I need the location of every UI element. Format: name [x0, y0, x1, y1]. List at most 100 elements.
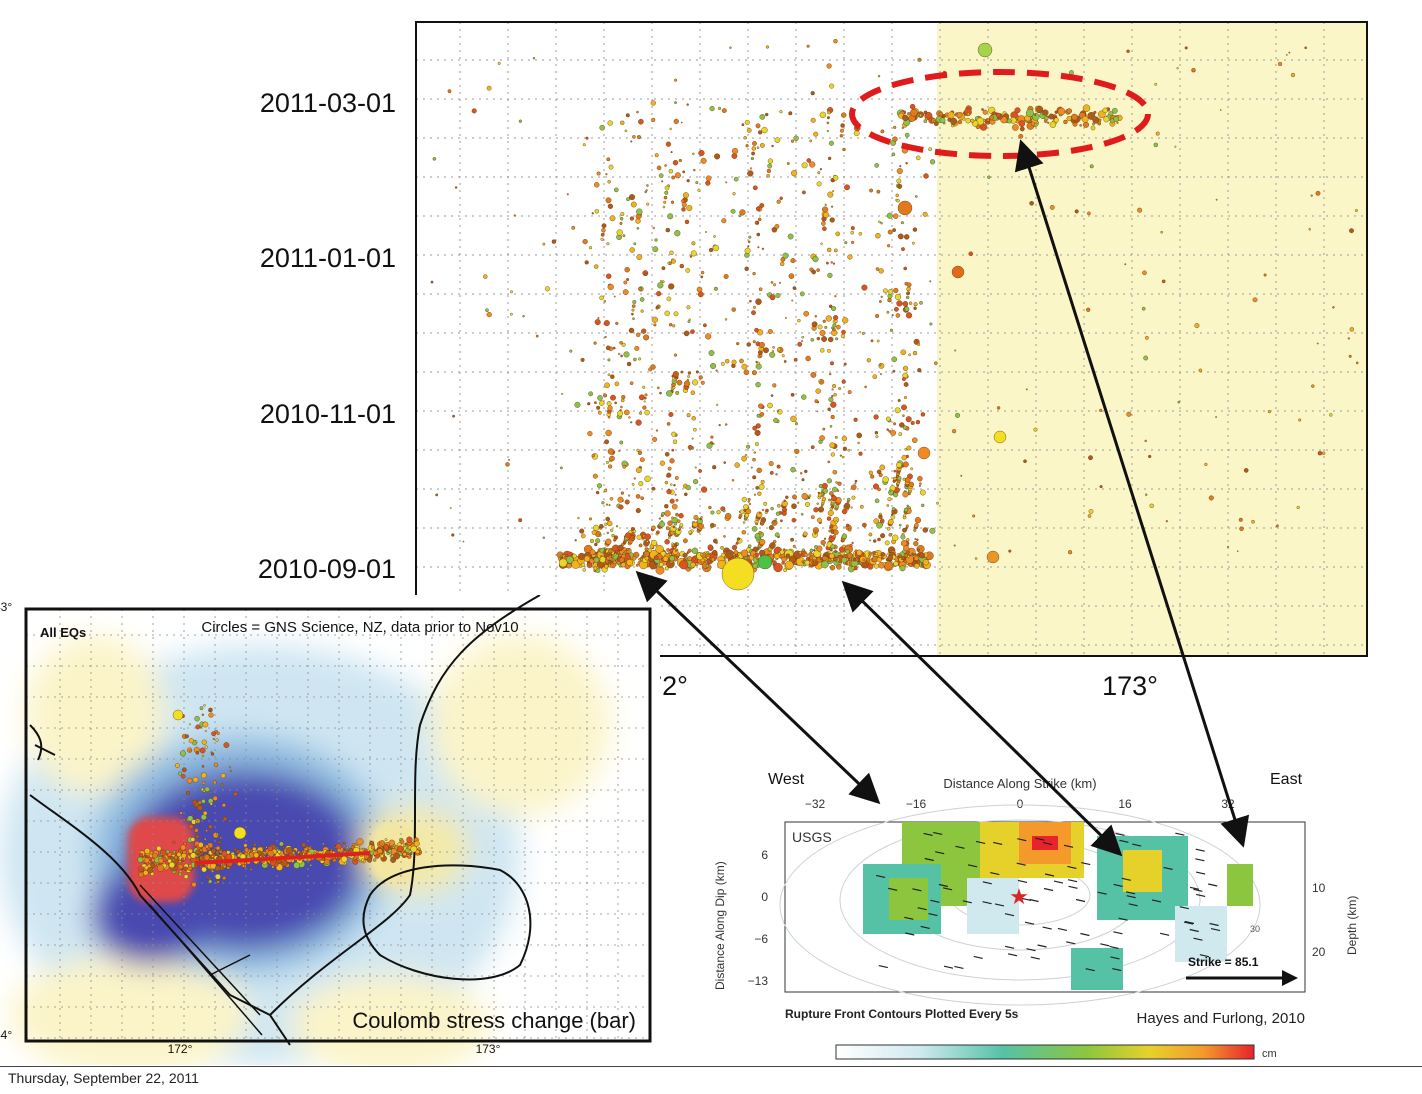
- earthquake-dot: [821, 497, 826, 502]
- earthquake-dot: [505, 462, 510, 467]
- slip-cell: [1019, 836, 1032, 850]
- earthquake-dot: [624, 532, 632, 539]
- earthquake-dot: [617, 496, 624, 503]
- earthquake-dot: [1252, 297, 1258, 303]
- earthquake-dot: [201, 754, 205, 758]
- earthquake-dot: [844, 184, 850, 191]
- earthquake-dot: [749, 167, 753, 170]
- earthquake-dot: [823, 544, 825, 547]
- earthquake-dot: [670, 200, 675, 204]
- earthquake-dot: [898, 432, 903, 436]
- earthquake-dot: [588, 391, 593, 397]
- earthquake-dot: [229, 769, 233, 773]
- hypocenter-star: ★: [1009, 884, 1029, 909]
- earthquake-dot: [396, 845, 404, 853]
- earthquake-dot: [413, 840, 420, 847]
- earthquake-dot: [621, 395, 626, 400]
- earthquake-dot: [605, 503, 608, 506]
- earthquake-dot: [909, 103, 916, 110]
- earthquake-dot: [566, 555, 574, 564]
- earthquake-dot: [636, 208, 643, 215]
- earthquake-dot: [636, 534, 642, 540]
- earthquake-dot: [733, 176, 739, 182]
- earthquake-dot: [731, 479, 735, 482]
- earthquake-dot: [626, 278, 630, 282]
- earthquake-dot: [353, 856, 358, 860]
- earthquake-dot: [828, 529, 832, 533]
- earthquake-dot: [688, 530, 692, 535]
- earthquake-dot: [1103, 116, 1110, 123]
- earthquake-dot: [879, 300, 882, 303]
- earthquake-dot: [730, 208, 736, 214]
- earthquake-dot: [723, 274, 729, 280]
- slip-vector: [1128, 903, 1138, 907]
- slip-cell: [1123, 864, 1136, 878]
- slip-cell: [1071, 850, 1084, 864]
- earthquake-dot: [712, 549, 718, 556]
- earthquake-dot: [686, 103, 689, 106]
- earthquake-dot: [601, 227, 606, 233]
- slip-cell: [1097, 962, 1110, 976]
- earthquake-dot: [611, 533, 615, 538]
- earthquake-dot: [914, 563, 920, 569]
- earthquake-dot: [797, 501, 800, 504]
- earthquake-dot: [636, 254, 643, 261]
- coulomb-title-left: All EQs: [40, 625, 86, 640]
- earthquake-dot: [667, 466, 672, 471]
- earthquake-dot: [750, 466, 753, 469]
- earthquake-dot: [966, 112, 970, 116]
- slip-cell: [1214, 934, 1227, 948]
- earthquake-dot: [1088, 509, 1094, 514]
- earthquake-dot: [636, 110, 639, 114]
- earthquake-dot: [607, 464, 613, 469]
- earthquake-dot: [631, 304, 636, 308]
- earthquake-dot: [673, 484, 676, 487]
- earthquake-dot: [831, 395, 834, 398]
- earthquake-dot: [773, 539, 777, 544]
- earthquake-dot: [623, 351, 630, 358]
- earthquake-dot: [599, 556, 606, 563]
- earthquake-dot: [1215, 416, 1218, 418]
- earthquake-dot: [630, 140, 633, 143]
- earthquake-dot: [211, 854, 215, 858]
- earthquake-dot: [370, 845, 375, 850]
- earthquake-dot: [604, 439, 609, 445]
- earthquake-dot: [211, 869, 215, 873]
- earthquake-dot: [165, 849, 170, 854]
- earthquake-dot: [597, 317, 600, 320]
- earthquake-dot: [800, 472, 803, 475]
- earthquake-dot: [610, 528, 614, 532]
- earthquake-dot: [195, 724, 201, 730]
- earthquake-dot: [933, 120, 936, 123]
- earthquake-dot: [216, 880, 220, 884]
- earthquake-dot: [809, 139, 813, 143]
- earthquake-dot: [241, 851, 244, 855]
- earthquake-dot: [721, 218, 727, 224]
- earthquake-dot: [743, 369, 750, 376]
- earthquake-dot: [1355, 361, 1359, 365]
- earthquake-dot: [181, 767, 187, 773]
- earthquake-dot: [840, 123, 845, 128]
- earthquake-dot: [676, 379, 683, 386]
- earthquake-dot: [1348, 354, 1352, 358]
- earthquake-dot: [1057, 107, 1066, 116]
- slip-cell: [902, 864, 915, 878]
- earthquake-dot: [892, 476, 897, 481]
- earthquake-dot: [1332, 306, 1335, 309]
- earthquake-dot: [277, 849, 282, 854]
- earthquake-dot: [968, 251, 974, 257]
- earthquake-dot: [842, 544, 846, 549]
- earthquake-dot: [826, 116, 830, 120]
- earthquake-dot: [893, 125, 897, 129]
- earthquake-dot: [666, 296, 672, 302]
- slip-cell: [1006, 822, 1019, 836]
- earthquake-dot: [830, 401, 837, 408]
- earthquake-dot: [577, 516, 580, 520]
- earthquake-dot: [758, 483, 765, 490]
- slip-cell: [863, 920, 876, 934]
- slip-vector: [1195, 858, 1205, 862]
- earthquake-dot: [679, 263, 684, 269]
- earthquake-dot: [877, 74, 881, 78]
- earthquake-dot: [818, 379, 822, 383]
- earthquake-dot: [1025, 388, 1028, 391]
